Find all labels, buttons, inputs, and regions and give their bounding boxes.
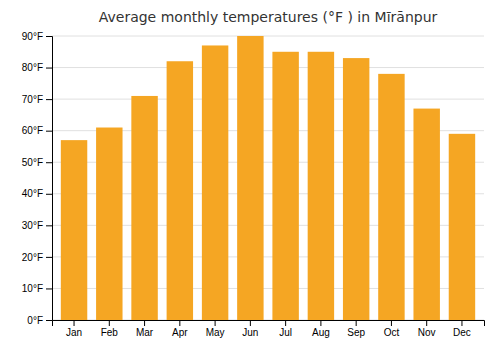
tick-mark (320, 320, 321, 326)
tick-mark (46, 320, 52, 321)
x-tick-label: Jun (242, 327, 258, 338)
plot: Jan Feb Mar Apr May Jun Jul Aug Sep Oct Nov Dec 0°F 1… (22, 31, 485, 338)
y-tick-label: 10°F (22, 283, 43, 294)
x-tick: Mar (136, 320, 154, 338)
y-tick: 0°F (27, 315, 52, 326)
x-tick-label: Oct (384, 327, 400, 338)
tick-mark (461, 320, 462, 326)
x-tick: Dec (453, 320, 471, 338)
title: Average monthly temperatures (°F ) in Mī… (99, 9, 438, 25)
x-tick-label: Aug (312, 327, 330, 338)
x-tick: Aug (312, 320, 330, 338)
tick-mark (109, 320, 110, 326)
tick-mark (46, 99, 52, 100)
tick-mark (46, 288, 52, 289)
y-tick: 50°F (22, 157, 52, 168)
bar (308, 52, 334, 320)
x-tick: Sep (347, 320, 365, 338)
bar (202, 45, 228, 320)
y-tick: 10°F (22, 283, 52, 294)
y-tick-label: 0°F (27, 315, 43, 326)
y-tick: 30°F (22, 220, 52, 231)
x-tick: Apr (172, 320, 188, 338)
axis-line (53, 321, 485, 327)
tick-mark (74, 320, 75, 326)
tick-mark (46, 257, 52, 258)
bar (272, 52, 298, 320)
x-tick: Jul (279, 320, 292, 338)
x-tick: Jan (66, 320, 82, 338)
y-tick-label: 90°F (22, 31, 43, 42)
x-tick: Jun (242, 320, 258, 338)
y-tick-label: 70°F (22, 94, 43, 105)
tick-mark (356, 320, 357, 326)
y-tick: 20°F (22, 252, 52, 263)
y-axis: 0°F 10°F 20°F 30°F 40°F 50°F 60°F 70°F 80°F 90°F (22, 31, 53, 326)
x-tick-label: Feb (101, 327, 119, 338)
tick-mark (46, 225, 52, 226)
y-tick: 60°F (22, 125, 52, 136)
tick-mark (285, 320, 286, 326)
x-tick-label: May (206, 327, 225, 338)
x-tick-label: Apr (172, 327, 188, 338)
tick-mark (215, 320, 216, 326)
y-tick-label: 80°F (22, 62, 43, 73)
x-tick: Nov (418, 320, 436, 338)
x-tick-label: Jul (279, 327, 292, 338)
bar (413, 109, 439, 320)
tick-mark (426, 320, 427, 326)
y-tick: 70°F (22, 94, 52, 105)
tick-mark (46, 68, 52, 69)
y-tick: 80°F (22, 62, 52, 73)
x-tick-label: Sep (347, 327, 365, 338)
tick-mark (46, 162, 52, 163)
grid (52, 36, 484, 320)
bar (61, 140, 87, 320)
x-tick: Oct (384, 320, 400, 338)
y-tick-label: 40°F (22, 188, 43, 199)
bar (449, 134, 475, 320)
x-tick: May (206, 320, 225, 338)
tick-mark (391, 320, 392, 326)
tick-mark (46, 194, 52, 195)
bars (61, 36, 475, 320)
tick-mark (179, 320, 180, 326)
y-tick-label: 30°F (22, 220, 43, 231)
y-tick-label: 50°F (22, 157, 43, 168)
y-tick: 40°F (22, 188, 52, 199)
bar (96, 128, 122, 320)
x-tick: Feb (101, 320, 119, 338)
tick-mark (250, 320, 251, 326)
x-axis: Jan Feb Mar Apr May Jun Jul Aug Sep Oct Nov Dec (53, 320, 485, 338)
bar (343, 58, 369, 320)
tick-mark (46, 131, 52, 132)
x-tick-label: Dec (453, 327, 471, 338)
chart: Jan Feb Mar Apr May Jun Jul Aug Sep Oct Nov Dec 0°F 1… (0, 0, 500, 350)
bar (131, 96, 157, 320)
grid-line (52, 99, 484, 100)
grid-line (52, 36, 484, 37)
y-tick: 90°F (22, 31, 52, 42)
bar (237, 36, 263, 320)
y-tick-label: 20°F (22, 252, 43, 263)
bar (378, 74, 404, 320)
x-tick-label: Mar (136, 327, 154, 338)
x-tick-label: Nov (418, 327, 436, 338)
axis-line (46, 37, 53, 321)
tick-mark (46, 36, 52, 37)
bar (167, 61, 193, 320)
x-tick-label: Jan (66, 327, 82, 338)
grid-line (52, 67, 484, 68)
tick-mark (144, 320, 145, 326)
y-tick-label: 60°F (22, 125, 43, 136)
